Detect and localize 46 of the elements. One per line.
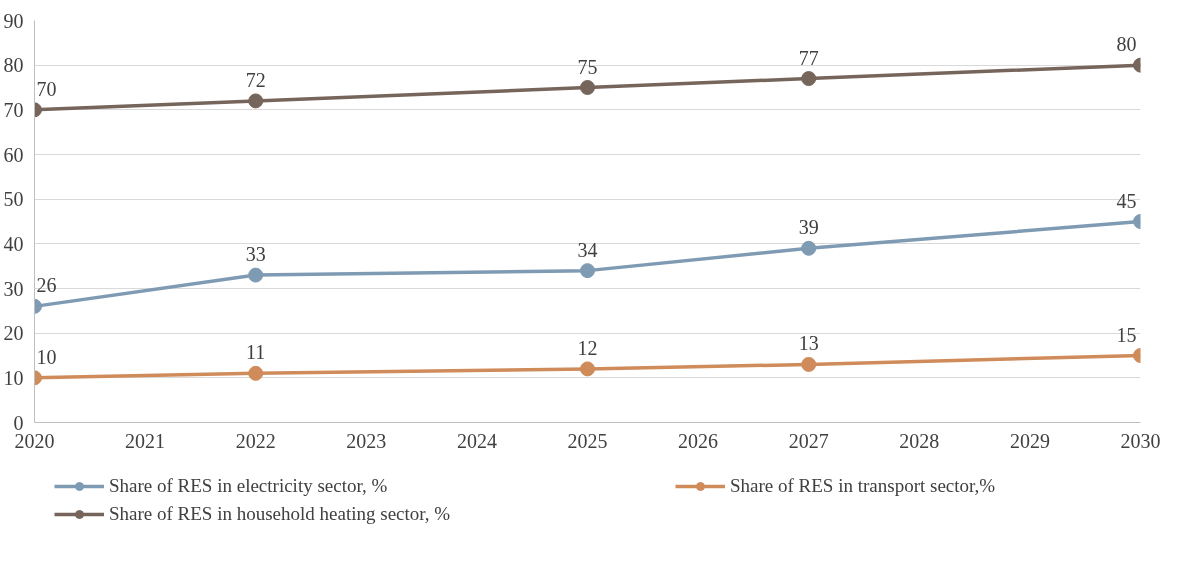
x-tick-label: 2021 [125,429,166,452]
point [801,356,817,372]
x-tick-label: 2022 [235,429,276,452]
data-label: 72 [245,68,266,91]
data-label: 15 [1116,323,1137,346]
x-tick-label: 2026 [678,429,719,452]
y-tick-label: 80 [3,54,24,77]
y-tick-label: 20 [3,322,24,345]
y-tick-label: 60 [3,143,24,166]
data-label: 39 [798,216,819,239]
point [580,263,595,279]
data-label: 80 [1116,33,1137,56]
point [580,80,595,95]
y-tick-label: 90 [3,9,24,32]
y-tick-label: 50 [3,188,24,211]
y-tick-label: 30 [3,277,24,300]
legend-label: Share of RES in electricity sector, % [109,475,389,497]
x-tick-label: 2029 [1009,429,1050,452]
data-label: 77 [798,46,819,69]
data-label: 70 [36,77,57,100]
data-label: 10 [36,345,57,368]
point [248,267,264,283]
point [248,365,264,381]
legend-label: Share of RES in household heating sector, % [109,503,452,525]
data-label: 33 [245,243,266,266]
x-tick-label: 2023 [346,429,387,452]
y-tick-label: 70 [3,98,24,121]
data-label: 26 [36,274,57,297]
data-label: 75 [577,55,598,78]
legend-label: Share of RES in transport sector,% [730,475,997,497]
data-label: 11 [246,341,266,364]
x-tick-label: 2030 [1120,429,1161,452]
data-label: 12 [577,336,598,359]
point [248,93,264,109]
x-tick-label: 2027 [788,429,829,452]
y-tick-label: 10 [3,366,24,389]
point [801,71,817,87]
data-label: 13 [798,332,819,355]
data-label: 34 [577,238,598,261]
x-tick-label: 2025 [567,429,608,452]
y-tick-label: 40 [3,232,24,255]
data-label: 45 [1116,189,1137,212]
x-tick-label: 2028 [899,429,940,452]
point [801,240,817,256]
x-tick-label: 2024 [456,429,497,452]
point [580,361,595,377]
